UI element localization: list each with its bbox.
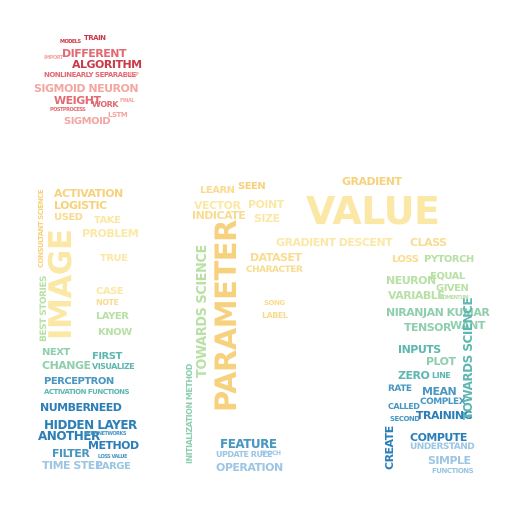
word: TOWARDS SCIENCE bbox=[461, 297, 475, 420]
word: LABEL bbox=[262, 311, 288, 320]
word: CHANGE bbox=[42, 359, 91, 372]
word: INDICATE bbox=[192, 209, 246, 222]
word: ALGORITHM bbox=[72, 58, 142, 71]
word: LSTM bbox=[108, 111, 128, 119]
word: VALUE bbox=[306, 189, 440, 233]
word: NONLINEARLY SEPARABLE bbox=[44, 71, 136, 79]
word: CASE bbox=[96, 286, 124, 297]
word: UPDATE RULE bbox=[216, 450, 273, 459]
word: SIGMOID bbox=[64, 116, 111, 127]
word: LINE bbox=[432, 371, 451, 380]
word: LARGE bbox=[96, 461, 131, 472]
word: ACTIVATION bbox=[54, 187, 123, 200]
word: CALLED bbox=[388, 402, 420, 411]
word: PROBLEM bbox=[82, 227, 139, 240]
word: WORK bbox=[92, 100, 118, 109]
word: PLOT bbox=[426, 355, 456, 368]
word: DEEP NETWORKS bbox=[84, 431, 127, 437]
word: VARIABLE bbox=[388, 289, 445, 302]
word: POSTPROCESS bbox=[50, 107, 86, 113]
word: LOSS bbox=[392, 254, 419, 265]
word: GRADIENT DESCENT bbox=[276, 236, 393, 249]
word: ANOTHER bbox=[38, 429, 100, 443]
word: TOWARDS SCIENCE bbox=[195, 245, 210, 378]
word: TRAINING bbox=[416, 409, 473, 422]
word: NEURON bbox=[386, 274, 436, 287]
word: ZERO bbox=[398, 369, 430, 382]
word: CREATE bbox=[383, 426, 396, 470]
word: GIVEN bbox=[436, 283, 469, 294]
word: OPERATION bbox=[216, 461, 283, 474]
word: FEATURE bbox=[220, 437, 277, 451]
word: IMPORT bbox=[44, 55, 63, 61]
word: TAKE bbox=[94, 215, 121, 226]
word: NEED bbox=[90, 401, 122, 414]
word: UNDERSTAND bbox=[410, 442, 475, 452]
word: PERCEPTRON bbox=[44, 376, 114, 387]
word: USED bbox=[54, 212, 83, 223]
word: LOGISTIC bbox=[54, 199, 107, 212]
word: TIME STEP bbox=[42, 459, 103, 472]
word: IMAGE bbox=[43, 229, 79, 341]
word: TENSOR bbox=[404, 321, 451, 334]
word: HELP bbox=[126, 72, 139, 78]
word: RATE bbox=[388, 384, 412, 394]
word: BEST STORIES bbox=[39, 276, 49, 342]
word: MEAN bbox=[422, 385, 457, 398]
word: LEARN bbox=[200, 185, 235, 196]
word: POINT bbox=[248, 198, 284, 211]
word: SONG bbox=[264, 299, 285, 307]
word: HIDDEN LAYER bbox=[44, 418, 137, 432]
word: COMPUTE bbox=[410, 431, 467, 444]
word: DATASET bbox=[250, 251, 302, 264]
word: SIZE bbox=[254, 212, 280, 225]
word: CLASS bbox=[410, 236, 447, 249]
word: NOTE bbox=[96, 298, 119, 307]
word: VISUALIZE bbox=[92, 362, 135, 371]
word: WANT bbox=[450, 319, 485, 332]
word: EQUAL bbox=[430, 271, 465, 282]
word: FUNCTIONS bbox=[432, 467, 474, 475]
word: SIGMOID NEURON bbox=[34, 82, 139, 95]
word: MODELS bbox=[60, 39, 81, 45]
word: LOSS VALUE bbox=[98, 454, 127, 460]
word: INPUTS bbox=[398, 343, 441, 356]
word: TRAIN bbox=[84, 34, 106, 42]
word: MOMENTUM bbox=[438, 295, 469, 301]
word: FIRST bbox=[92, 351, 122, 362]
word: CHARACTER bbox=[246, 265, 303, 275]
word: PARAMETER bbox=[209, 220, 243, 412]
word: PYTORCH bbox=[424, 254, 474, 265]
word: GRADIENT bbox=[342, 175, 402, 188]
word: INITIALIZATION METHOD bbox=[185, 364, 194, 464]
word: COMPLEX bbox=[420, 397, 466, 407]
word: FILTER bbox=[52, 447, 90, 460]
word: DIFFERENT bbox=[62, 47, 126, 60]
word: WEIGHT bbox=[54, 94, 101, 107]
word: NEXT bbox=[42, 347, 70, 358]
word: EPOCH bbox=[260, 450, 281, 457]
word: KNOW bbox=[98, 327, 132, 338]
word: VECTOR bbox=[194, 199, 241, 212]
word: NUMBER bbox=[40, 401, 91, 414]
word: FINAL bbox=[120, 98, 135, 104]
word: METHOD bbox=[88, 439, 139, 452]
word: TRUE bbox=[100, 253, 128, 264]
word: NIRANJAN KUMAR bbox=[386, 306, 490, 319]
word: SEEN bbox=[238, 181, 266, 192]
word: SECOND bbox=[390, 415, 420, 423]
word: SIMPLE bbox=[428, 454, 471, 467]
word: ACTIVATION FUNCTIONS bbox=[44, 388, 130, 396]
word: LAYER bbox=[96, 311, 129, 322]
